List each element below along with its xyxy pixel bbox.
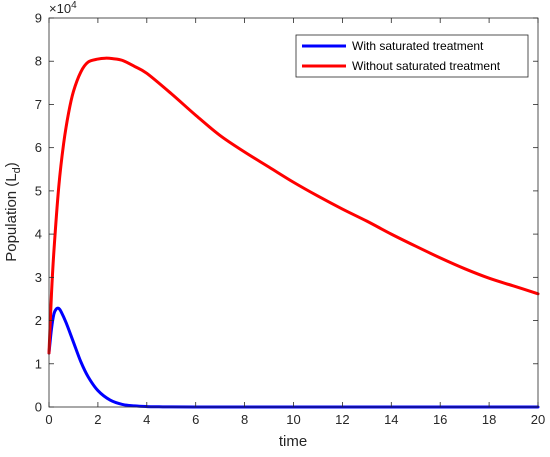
x-tick-label: 2 [94,412,101,427]
y-tick-label: 4 [35,227,42,242]
legend: With saturated treatment Without saturat… [295,34,529,78]
series-line-without-saturated-treatment [47,56,540,355]
x-tick-label: 18 [482,412,496,427]
y-tick-label: 1 [35,356,42,371]
y-tick-label: 9 [35,11,42,26]
plot-area [49,18,538,407]
y-axis-label-close: ) [3,162,20,167]
x-tick-label: 20 [531,412,545,427]
y-tick-label: 5 [35,183,42,198]
x-tick-label: 14 [384,412,398,427]
x-tick-label: 16 [433,412,447,427]
y-tick-label: 8 [35,54,42,69]
legend-box [295,34,529,78]
y-tick-label: 2 [35,313,42,328]
x-axis-label: time [279,433,307,450]
x-tick-label: 10 [286,412,300,427]
y-tick-label: 0 [35,400,42,415]
y-tick-label: 6 [35,140,42,155]
x-tick-label: 12 [335,412,349,427]
y-exponent-label: ×104 [49,0,77,16]
x-tick-label: 0 [45,412,52,427]
y-axis-label: Population (Ld) [3,162,23,262]
legend-label-without-saturated-treatment: Without saturated treatment [352,59,501,73]
y-tick-label: 3 [35,270,42,285]
y-axis-label-main: Population (L [3,173,20,261]
y-exponent-base: ×10 [49,1,71,16]
x-tick-label: 4 [143,412,150,427]
y-exponent-power: 4 [71,0,77,11]
y-axis-label-sub: d [11,167,23,173]
legend-label-with-saturated-treatment: With saturated treatment [352,39,484,53]
x-tick-label: 8 [241,412,248,427]
y-tick-label: 7 [35,97,42,112]
x-tick-label: 6 [192,412,199,427]
